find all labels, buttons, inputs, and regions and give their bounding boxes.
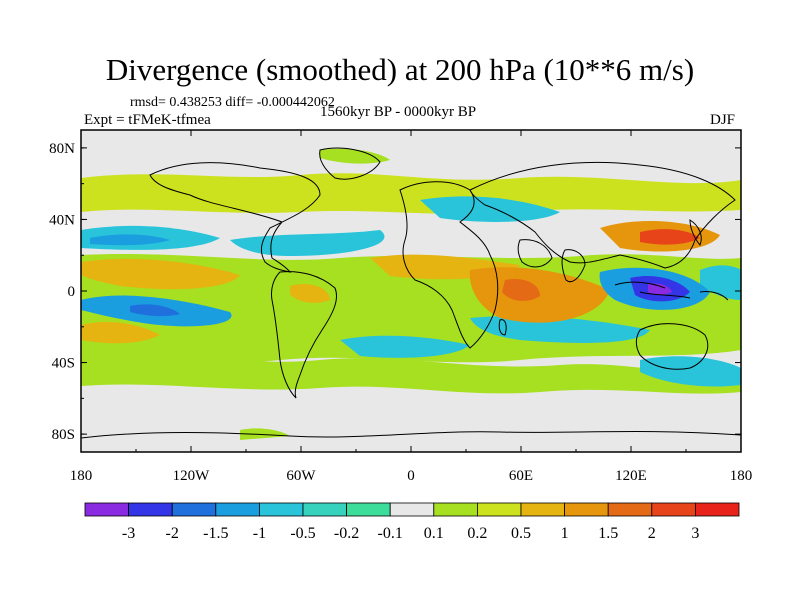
colorbar-box xyxy=(215,502,260,517)
lat-label: 0 xyxy=(68,284,76,300)
cyan-atlantic xyxy=(230,230,385,256)
colorbar-label: -0.2 xyxy=(334,525,359,542)
season-label: DJF xyxy=(710,112,736,128)
colorbar-box xyxy=(433,502,478,517)
colorbar-box xyxy=(564,502,609,517)
japan-coast xyxy=(689,219,702,246)
map-title: Divergence (smoothed) at 200 hPa (10**6 … xyxy=(105,52,695,87)
lon-label: 180 xyxy=(730,468,753,484)
lon-label: 60W xyxy=(286,468,316,484)
lat-label: 40N xyxy=(49,212,75,228)
lat-label: 80S xyxy=(52,427,75,443)
green-band-south xyxy=(81,350,741,394)
period-label: 1560kyr BP - 0000kyr BP xyxy=(320,104,477,120)
dark-blue-south-pacific xyxy=(130,304,180,317)
orange-band-north-pacific xyxy=(81,258,240,290)
cyan-australia-south xyxy=(640,356,741,387)
lon-label: 60E xyxy=(509,468,533,484)
colorbar-box xyxy=(476,502,522,517)
colorbar-label: -2 xyxy=(166,525,179,542)
colorbar-label: -3 xyxy=(122,525,135,542)
colorbar-label: 3 xyxy=(691,525,699,542)
lon-label: 120W xyxy=(173,468,211,484)
colorbar-box xyxy=(84,502,129,517)
asia-coast xyxy=(469,161,736,269)
colorbar-box xyxy=(346,502,391,517)
blue-north-pacific xyxy=(90,234,170,246)
colorbar-box xyxy=(389,502,435,517)
coastlines xyxy=(81,147,741,439)
colorbar-label: 2 xyxy=(648,525,656,542)
cyan-south-indian xyxy=(470,315,650,343)
indonesia-coast xyxy=(614,281,729,301)
colorbar-label: 1 xyxy=(561,525,569,542)
green-band-north xyxy=(81,173,741,214)
colorbar-box xyxy=(695,502,740,517)
colorbar-box xyxy=(171,502,217,517)
colorbar: -3 -2 -1.5 -1 -0.5 -0.2 -0.1 0.1 0.2 0.5 1 1.5 2 3 xyxy=(84,502,740,542)
colorbar-box xyxy=(651,502,696,517)
red-east-africa xyxy=(502,278,540,301)
colorbar-label: -1 xyxy=(253,525,266,542)
europe-africa-coast xyxy=(399,181,499,349)
rmsd-diff-stats: rmsd= 0.438253 diff= -0.000442062 xyxy=(130,95,335,110)
australia-coast xyxy=(635,323,709,370)
orange-blob-south-america xyxy=(290,283,330,303)
colorbar-label: 1.5 xyxy=(598,525,618,542)
divergence-field xyxy=(81,148,741,440)
arabia-coast xyxy=(517,239,553,268)
madagascar-coast xyxy=(498,319,507,336)
cyan-south-atlantic xyxy=(340,335,470,358)
orange-south-pacific-east xyxy=(81,321,160,344)
colorbar-box xyxy=(607,502,653,517)
green-blob-arctic xyxy=(320,148,390,164)
north-america-coast xyxy=(149,162,321,273)
greenland-coast xyxy=(319,147,381,180)
colorbar-box xyxy=(128,502,173,517)
lon-label: 180 xyxy=(70,468,93,484)
latitude-axis: 80N 40N 0 40S 80S xyxy=(49,141,741,443)
colorbar-label: 0.5 xyxy=(511,525,531,542)
colorbar-label: -1.5 xyxy=(203,525,228,542)
colorbar-label: -0.5 xyxy=(290,525,315,542)
violet-core xyxy=(648,283,672,295)
colorbar-label: 0.2 xyxy=(467,525,487,542)
cyan-east-pacific xyxy=(700,265,741,300)
colorbar-label: 0.1 xyxy=(424,525,444,542)
south-america-coast xyxy=(271,271,337,399)
longitude-axis: 180 120W 60W 0 60E 120E 180 xyxy=(70,130,753,484)
colorbar-box xyxy=(302,502,347,517)
colorbar-box xyxy=(258,502,304,517)
red-japan xyxy=(640,229,700,245)
cyan-north-africa xyxy=(420,196,560,222)
lat-label: 40S xyxy=(52,356,75,372)
colorbar-box xyxy=(520,502,565,517)
lat-label: 80N xyxy=(49,141,75,157)
lon-label: 120E xyxy=(615,468,647,484)
india-coast xyxy=(561,249,586,283)
experiment-label: Expt = tFMeK-tfmea xyxy=(84,112,211,128)
antarctica-coast xyxy=(81,431,741,439)
colorbar-label: -0.1 xyxy=(378,525,403,542)
lon-label: 0 xyxy=(407,468,415,484)
